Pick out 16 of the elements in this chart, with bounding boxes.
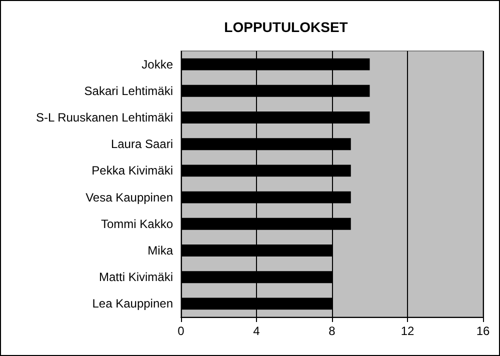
y-tick-label: Jokke (142, 57, 174, 72)
x-tick-label: 12 (400, 324, 414, 338)
x-tick-label: 16 (476, 324, 490, 338)
x-tick-label: 0 (178, 324, 185, 338)
y-tick-label: Pekka Kivimäki (92, 164, 173, 178)
y-tick-label: Lea Kauppinen (92, 296, 173, 311)
y-tick-label: Laura Saari (110, 137, 173, 152)
y-tick-label: Matti Kivimäki (98, 270, 173, 284)
y-tick-label: S-L Ruuskanen Lehtimäki (36, 110, 173, 124)
x-tick-label: 8 (328, 324, 336, 338)
chart-title: LOPPUTULOKSET (224, 19, 348, 35)
x-tick-label: 4 (253, 324, 260, 338)
y-tick-label: Sakari Lehtimäki (84, 84, 173, 98)
y-tick-label: Tommi Kakko (100, 216, 174, 231)
y-tick-label: Vesa Kauppinen (86, 190, 173, 204)
y-tick-label: Mika (148, 244, 174, 258)
